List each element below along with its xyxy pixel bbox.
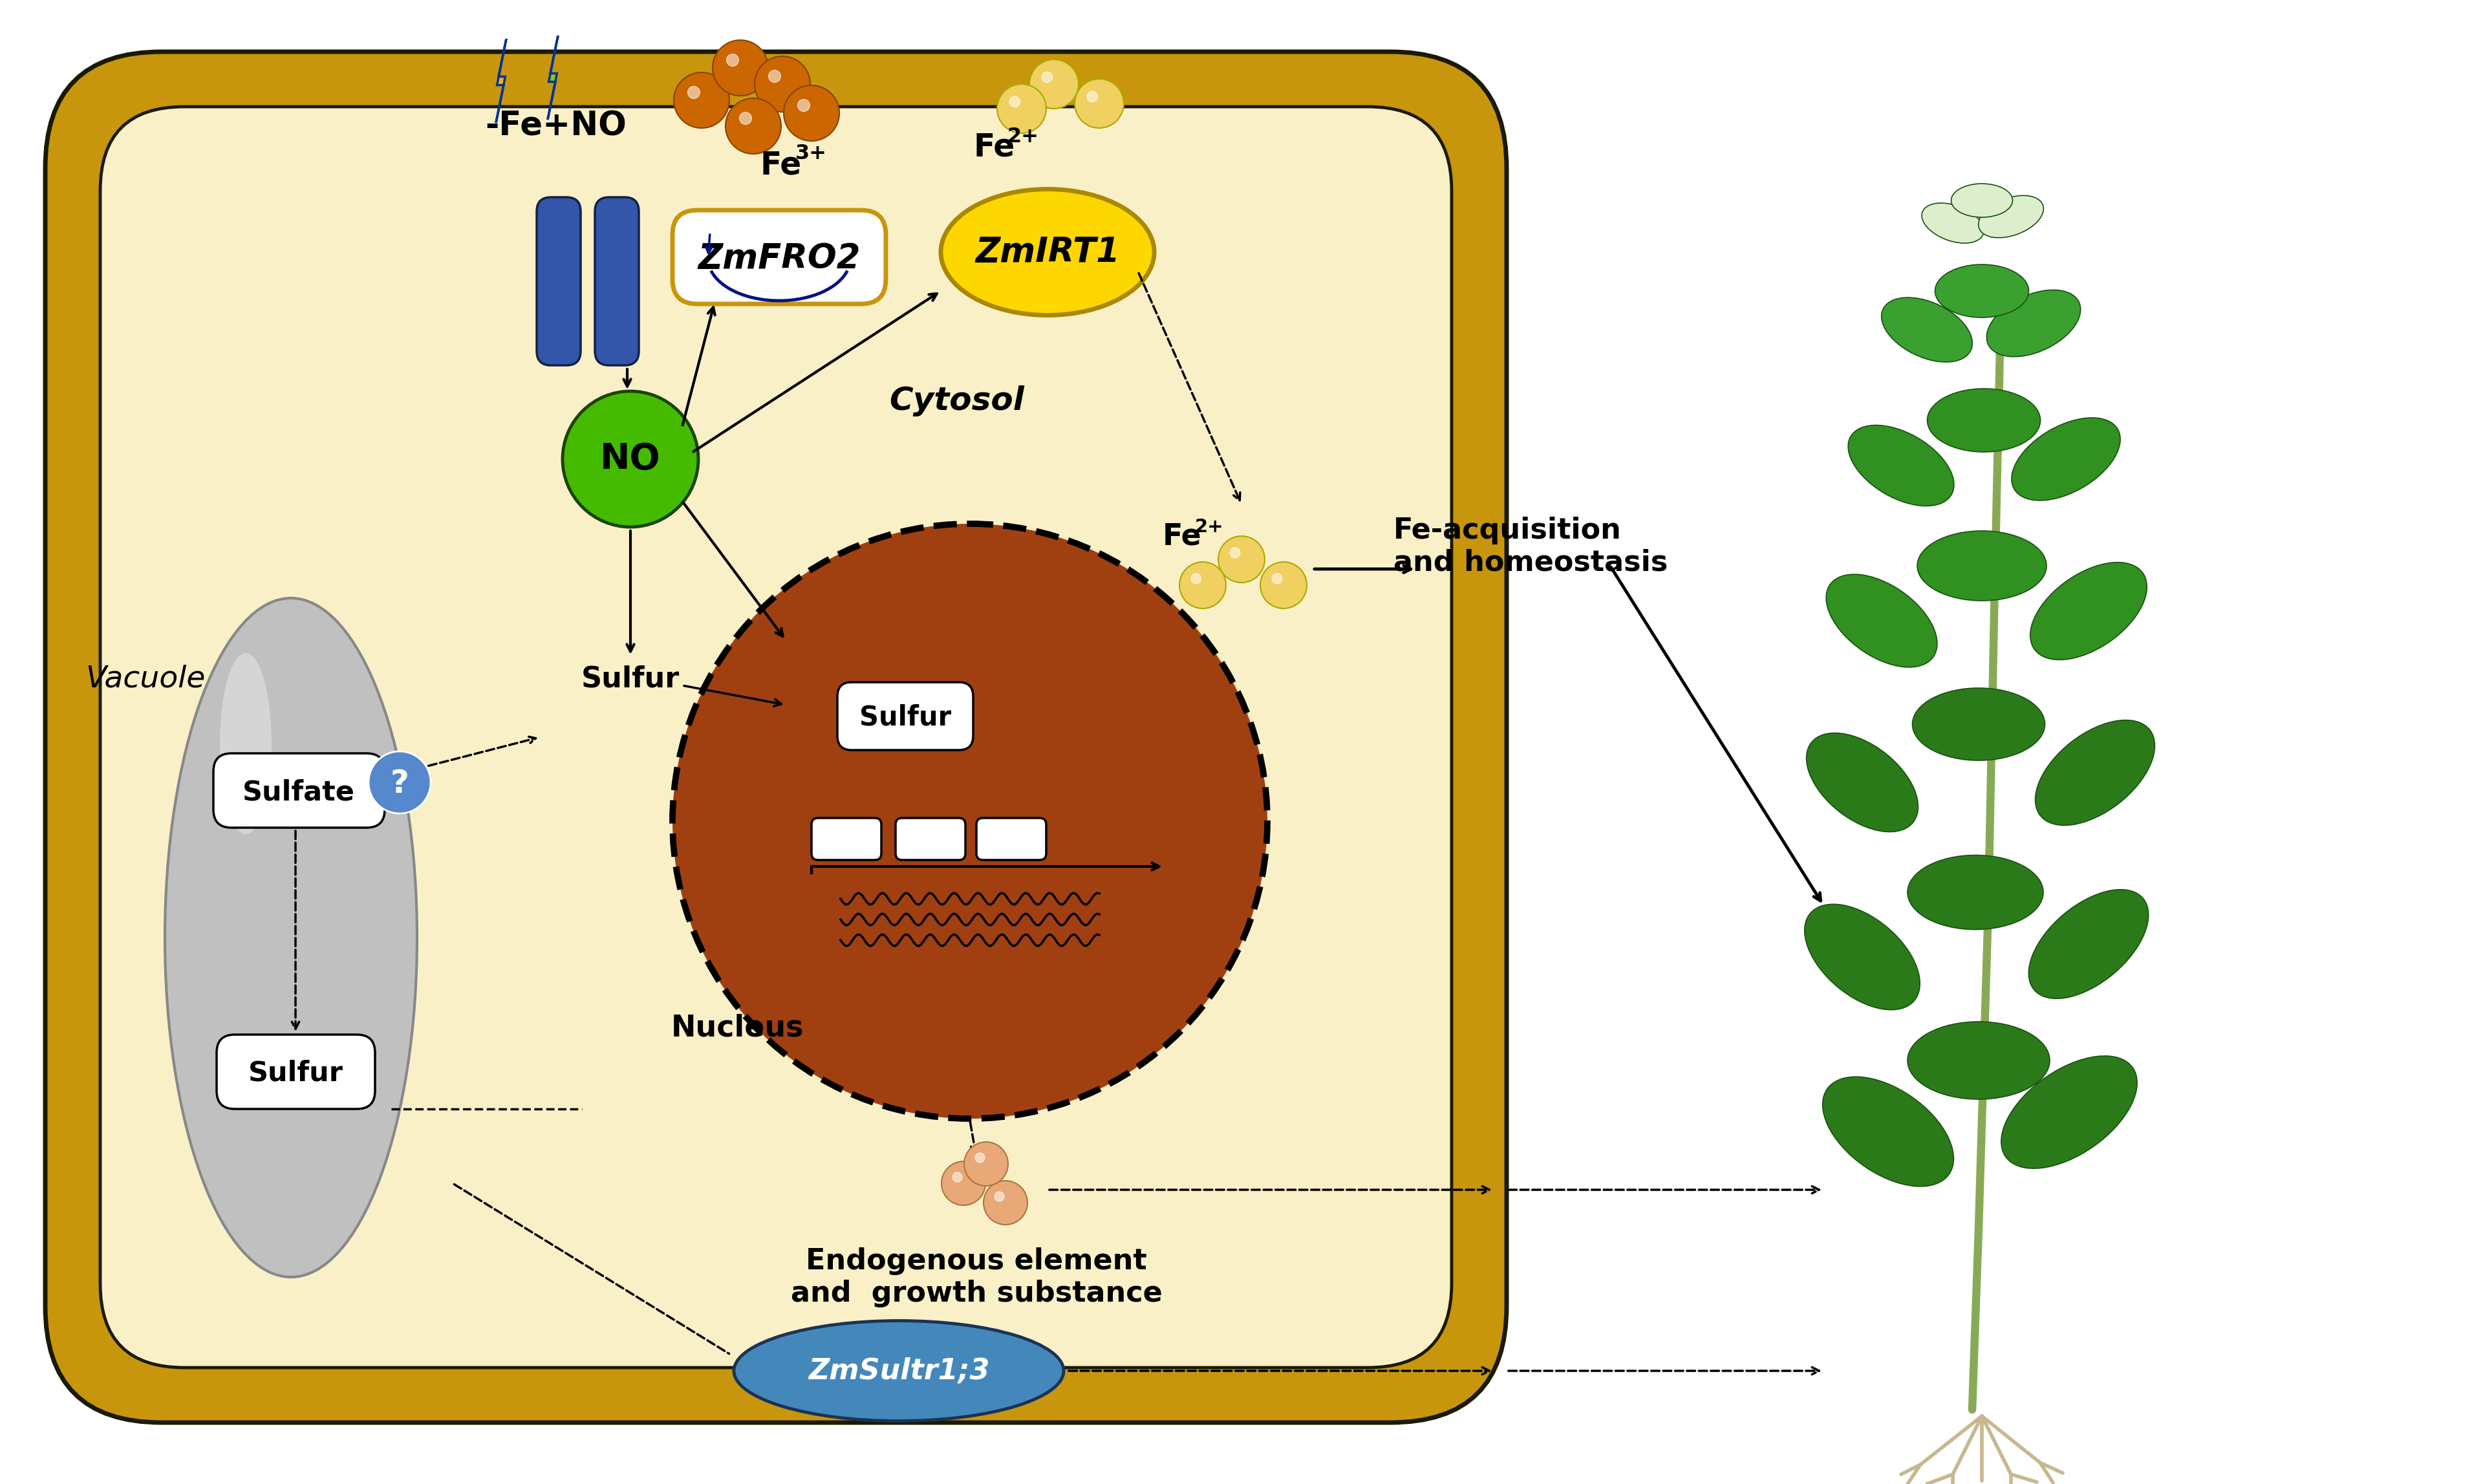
Circle shape bbox=[953, 1172, 961, 1181]
Ellipse shape bbox=[1847, 426, 1954, 506]
Circle shape bbox=[755, 56, 809, 111]
Ellipse shape bbox=[1805, 904, 1919, 1009]
Circle shape bbox=[1229, 548, 1239, 558]
Ellipse shape bbox=[1979, 196, 2044, 237]
Text: ZmIRT1: ZmIRT1 bbox=[976, 236, 1120, 269]
Circle shape bbox=[564, 392, 698, 527]
FancyBboxPatch shape bbox=[673, 211, 886, 304]
Ellipse shape bbox=[1917, 531, 2046, 601]
Text: Fe: Fe bbox=[760, 150, 802, 181]
Ellipse shape bbox=[2029, 889, 2148, 999]
Ellipse shape bbox=[2001, 1057, 2138, 1168]
Text: ZmFRO2: ZmFRO2 bbox=[698, 242, 862, 276]
Circle shape bbox=[785, 86, 839, 141]
Circle shape bbox=[797, 99, 809, 111]
Text: and homeostasis: and homeostasis bbox=[1393, 549, 1669, 576]
FancyBboxPatch shape bbox=[99, 107, 1453, 1368]
Circle shape bbox=[673, 524, 1266, 1119]
Ellipse shape bbox=[164, 598, 417, 1278]
Circle shape bbox=[725, 98, 782, 154]
Text: Fe-acquisition: Fe-acquisition bbox=[1393, 516, 1621, 545]
Text: -Fe+NO: -Fe+NO bbox=[484, 110, 626, 142]
Text: Sulfate: Sulfate bbox=[243, 779, 355, 806]
FancyBboxPatch shape bbox=[896, 818, 966, 861]
Ellipse shape bbox=[1986, 289, 2081, 356]
Ellipse shape bbox=[2011, 418, 2120, 500]
Ellipse shape bbox=[1825, 574, 1937, 668]
Circle shape bbox=[740, 113, 752, 125]
Text: ZmSultr1;3: ZmSultr1;3 bbox=[807, 1356, 991, 1385]
Ellipse shape bbox=[1907, 855, 2044, 929]
Text: Cytosol: Cytosol bbox=[889, 386, 1025, 417]
Circle shape bbox=[728, 53, 740, 67]
Circle shape bbox=[1261, 562, 1306, 608]
Circle shape bbox=[1011, 96, 1021, 107]
Ellipse shape bbox=[1882, 297, 1972, 362]
Ellipse shape bbox=[1907, 1021, 2051, 1100]
Text: Sulfur: Sulfur bbox=[248, 1060, 343, 1086]
Ellipse shape bbox=[221, 653, 271, 834]
Circle shape bbox=[1088, 91, 1097, 102]
Ellipse shape bbox=[1808, 733, 1917, 833]
Ellipse shape bbox=[941, 188, 1155, 315]
Text: 2+: 2+ bbox=[1194, 518, 1224, 536]
Circle shape bbox=[1179, 562, 1227, 608]
Text: 3+: 3+ bbox=[795, 144, 827, 163]
Circle shape bbox=[998, 85, 1045, 134]
FancyBboxPatch shape bbox=[536, 197, 581, 365]
Text: Endogenous element: Endogenous element bbox=[807, 1247, 1147, 1275]
Text: Sulfur: Sulfur bbox=[581, 665, 680, 693]
FancyBboxPatch shape bbox=[216, 1034, 375, 1109]
FancyBboxPatch shape bbox=[45, 52, 1507, 1423]
Circle shape bbox=[713, 40, 767, 95]
FancyBboxPatch shape bbox=[837, 683, 973, 749]
FancyBboxPatch shape bbox=[596, 197, 638, 365]
Ellipse shape bbox=[1934, 264, 2029, 318]
Circle shape bbox=[996, 1192, 1003, 1202]
Circle shape bbox=[1271, 573, 1281, 583]
Circle shape bbox=[1219, 536, 1264, 583]
Circle shape bbox=[976, 1153, 986, 1162]
Circle shape bbox=[688, 86, 700, 98]
Circle shape bbox=[1192, 573, 1202, 583]
Text: 2+: 2+ bbox=[1008, 128, 1038, 147]
Text: Vacuole: Vacuole bbox=[84, 665, 206, 693]
Ellipse shape bbox=[2031, 562, 2148, 660]
Circle shape bbox=[367, 751, 430, 813]
Text: Fe: Fe bbox=[973, 132, 1016, 163]
Text: NO: NO bbox=[601, 442, 660, 476]
Text: ?: ? bbox=[390, 769, 410, 800]
Circle shape bbox=[1075, 79, 1125, 128]
FancyBboxPatch shape bbox=[976, 818, 1045, 861]
Ellipse shape bbox=[1912, 689, 2046, 760]
Ellipse shape bbox=[1823, 1077, 1954, 1186]
Ellipse shape bbox=[1922, 203, 1984, 243]
Polygon shape bbox=[549, 36, 559, 120]
FancyBboxPatch shape bbox=[214, 754, 385, 828]
Text: and  growth substance: and growth substance bbox=[790, 1279, 1162, 1307]
Circle shape bbox=[673, 73, 730, 128]
Ellipse shape bbox=[1952, 184, 2014, 217]
Text: Sulfur: Sulfur bbox=[859, 705, 951, 732]
Text: Fe: Fe bbox=[1162, 522, 1202, 551]
Circle shape bbox=[941, 1162, 986, 1205]
Circle shape bbox=[963, 1141, 1008, 1186]
Circle shape bbox=[983, 1181, 1028, 1224]
Circle shape bbox=[1030, 59, 1078, 108]
Ellipse shape bbox=[1927, 389, 2041, 453]
Circle shape bbox=[770, 70, 780, 83]
Text: Nucleus: Nucleus bbox=[670, 1014, 804, 1043]
Circle shape bbox=[1043, 71, 1053, 83]
Ellipse shape bbox=[735, 1321, 1063, 1422]
Ellipse shape bbox=[2036, 720, 2155, 825]
Polygon shape bbox=[497, 39, 507, 123]
FancyBboxPatch shape bbox=[812, 818, 881, 861]
